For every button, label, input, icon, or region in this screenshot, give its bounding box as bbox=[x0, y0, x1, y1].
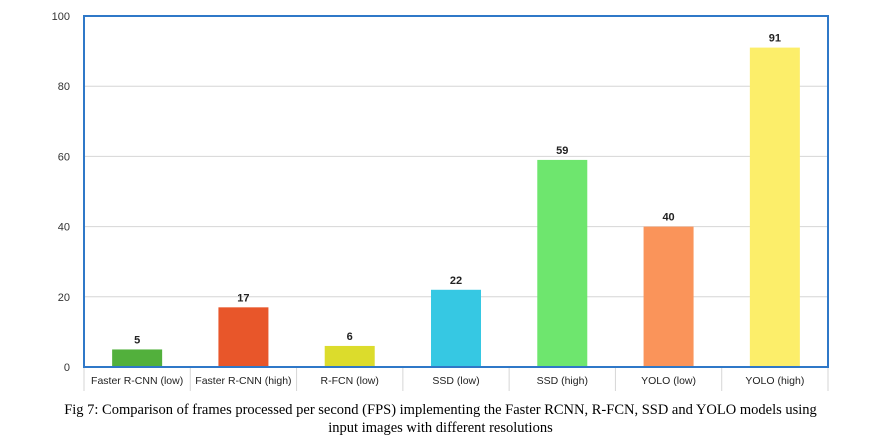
y-tick-label: 20 bbox=[58, 292, 70, 304]
bar bbox=[431, 289, 481, 367]
category-label: YOLO (high) bbox=[745, 375, 804, 387]
data-label: 5 bbox=[134, 334, 140, 346]
bar bbox=[643, 226, 694, 367]
y-tick-label: 0 bbox=[64, 362, 70, 374]
category-label: Faster R-CNN (low) bbox=[91, 375, 183, 387]
gridlines bbox=[83, 85, 829, 391]
caption-line-1: Fig 7: Comparison of frames processed pe… bbox=[64, 402, 817, 418]
y-tick-label: 80 bbox=[58, 81, 70, 93]
data-label: 40 bbox=[662, 212, 674, 224]
category-label: Faster R-CNN (high) bbox=[195, 375, 291, 387]
category-label: R-FCN (low) bbox=[321, 375, 379, 387]
data-labels: 5 17 6 22 59 40 91 bbox=[134, 33, 781, 347]
bars bbox=[112, 47, 800, 368]
plot-frame bbox=[83, 15, 829, 368]
bar bbox=[749, 47, 800, 368]
y-tick-label: 100 bbox=[52, 11, 70, 23]
y-tick-label: 40 bbox=[58, 222, 70, 234]
data-label: 6 bbox=[347, 331, 353, 343]
data-label: 91 bbox=[769, 33, 781, 45]
data-label: 22 bbox=[450, 275, 462, 287]
category-label: SSD (low) bbox=[432, 375, 479, 387]
category-label: YOLO (low) bbox=[641, 375, 696, 387]
bar bbox=[537, 159, 588, 367]
data-label: 59 bbox=[556, 145, 568, 157]
y-tick-label: 60 bbox=[58, 151, 70, 163]
caption-line-2: input images with different resolutions bbox=[328, 420, 553, 436]
category-label: SSD (high) bbox=[537, 375, 588, 387]
x-axis-categories: Faster R-CNN (low) Faster R-CNN (high) R-F… bbox=[91, 375, 804, 387]
y-axis-ticks: 0 20 40 60 80 100 bbox=[52, 11, 70, 374]
bar bbox=[218, 307, 269, 367]
bar bbox=[112, 349, 163, 367]
data-label: 17 bbox=[237, 292, 249, 304]
bar bbox=[324, 345, 375, 367]
figure-caption: Fig 7: Comparison of frames processed pe… bbox=[0, 401, 881, 437]
